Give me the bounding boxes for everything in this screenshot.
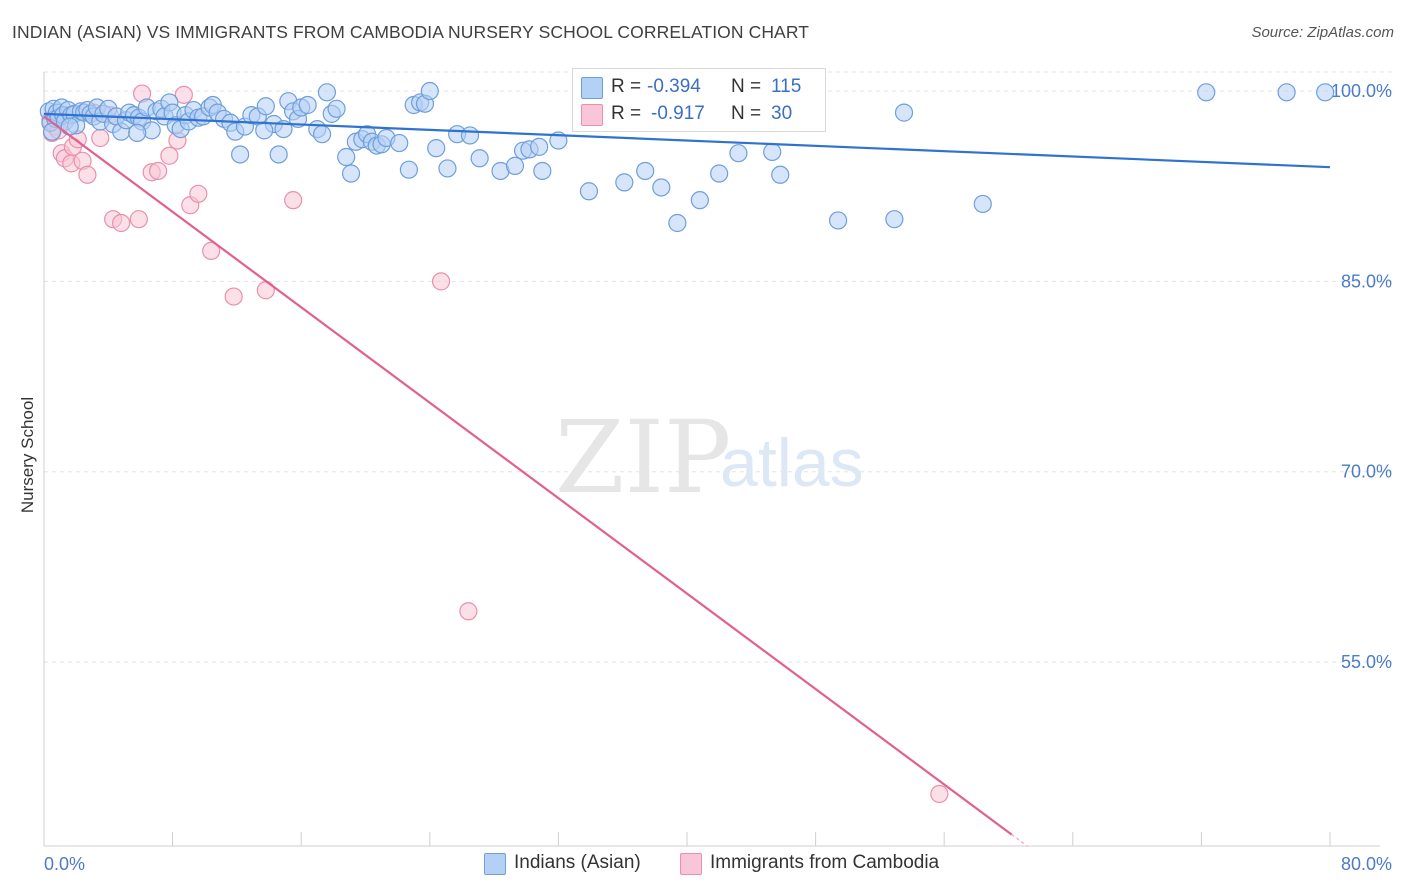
watermark-atlas: atlas xyxy=(720,425,864,501)
stats-box: R = -0.394 N = 115 R = -0.917 N = 30 xyxy=(572,68,826,132)
chart-title: INDIAN (ASIAN) VS IMMIGRANTS FROM CAMBOD… xyxy=(12,22,810,42)
point-cambodia xyxy=(930,784,949,804)
point-indians xyxy=(399,160,419,179)
point-indians xyxy=(460,126,480,145)
point-indians xyxy=(317,83,337,102)
point-indians xyxy=(427,139,446,158)
point-cambodia xyxy=(91,128,110,148)
legend-swatch-indians xyxy=(484,853,506,875)
point-indians xyxy=(470,149,489,168)
point-indians xyxy=(255,121,274,140)
point-indians xyxy=(885,210,904,229)
axes xyxy=(43,72,1380,847)
stats-n-value: 115 xyxy=(771,76,802,97)
point-indians xyxy=(438,159,457,178)
point-indians xyxy=(690,191,709,210)
stats-r-value: -0.394 xyxy=(647,76,701,97)
point-indians xyxy=(1197,83,1216,102)
point-cambodia xyxy=(174,85,193,104)
point-indians xyxy=(636,161,655,181)
point-indians xyxy=(973,194,992,214)
x-tick-label-min: 0.0% xyxy=(44,854,85,874)
y-tick-label: 70.0% xyxy=(1341,462,1392,482)
point-cambodia xyxy=(129,210,148,229)
point-cambodia xyxy=(189,184,208,203)
point-cambodia xyxy=(149,161,168,181)
point-indians xyxy=(530,137,549,156)
point-cambodia xyxy=(224,287,243,306)
point-cambodia xyxy=(78,165,97,184)
point-indians xyxy=(533,161,552,181)
point-indians xyxy=(298,95,317,115)
legend-label-cambodia: Immigrants from Cambodia xyxy=(710,852,940,873)
legend-label-indians: Indians (Asian) xyxy=(514,852,641,873)
point-indians xyxy=(763,142,782,162)
point-indians xyxy=(337,147,356,167)
legend-item-cambodia: Immigrants from Cambodia xyxy=(680,852,970,876)
stats-row-cambodia: R = -0.917 N = 30 xyxy=(573,101,823,127)
point-indians xyxy=(341,164,361,183)
y-tick-labels: 55.0% 70.0% 85.0% 100.0% xyxy=(1331,81,1392,672)
stats-n-label: N = xyxy=(731,76,762,97)
point-indians xyxy=(710,164,729,183)
y-tick-label: 55.0% xyxy=(1341,652,1392,672)
stats-swatch-cambodia xyxy=(581,104,603,126)
stats-swatch-indians xyxy=(581,77,603,99)
point-indians xyxy=(1277,83,1296,102)
y-tick-label: 100.0% xyxy=(1331,81,1392,101)
point-indians xyxy=(829,211,848,230)
trend-line-cambodia xyxy=(43,115,1013,836)
point-indians xyxy=(312,125,332,144)
point-indians xyxy=(894,103,914,122)
point-cambodia xyxy=(112,213,131,233)
point-indians xyxy=(729,144,748,163)
point-indians xyxy=(579,182,599,201)
point-indians xyxy=(1316,83,1335,102)
stats-n-value: 30 xyxy=(771,103,793,124)
source-label: Source: ZipAtlas.com xyxy=(1251,24,1394,41)
point-cambodia xyxy=(202,241,221,261)
point-indians xyxy=(128,123,147,143)
stats-r-value: -0.917 xyxy=(651,103,705,124)
series-indians-points xyxy=(39,81,1335,233)
trend-line-indians xyxy=(43,112,1331,169)
stats-row-indians: R = -0.394 N = 115 xyxy=(573,74,823,100)
stats-r-label: R = xyxy=(611,103,642,124)
trend-line-cambodia-extension xyxy=(1011,833,1029,848)
point-indians xyxy=(615,173,634,192)
stats-r-label: R = xyxy=(611,76,642,97)
point-cambodia xyxy=(284,191,303,210)
point-indians xyxy=(256,97,275,116)
point-indians xyxy=(231,145,250,164)
point-indians xyxy=(327,99,346,118)
point-indians xyxy=(269,145,288,164)
point-indians xyxy=(652,178,671,197)
x-axis-ticks xyxy=(172,832,1331,846)
y-tick-label: 85.0% xyxy=(1341,271,1392,291)
point-indians xyxy=(668,213,687,233)
stats-n-label: N = xyxy=(731,103,762,124)
point-indians xyxy=(505,156,525,175)
point-indians xyxy=(390,133,409,153)
point-indians xyxy=(420,81,439,101)
x-tick-label-max: 80.0% xyxy=(1341,854,1392,874)
legend-swatch-cambodia xyxy=(680,853,702,875)
point-cambodia xyxy=(459,602,478,621)
point-cambodia xyxy=(431,272,451,291)
point-indians xyxy=(771,165,790,184)
point-indians xyxy=(60,117,79,136)
legend-item-indians: Indians (Asian) xyxy=(484,852,664,876)
point-cambodia xyxy=(160,146,179,165)
watermark-zip: ZIP xyxy=(555,399,731,516)
